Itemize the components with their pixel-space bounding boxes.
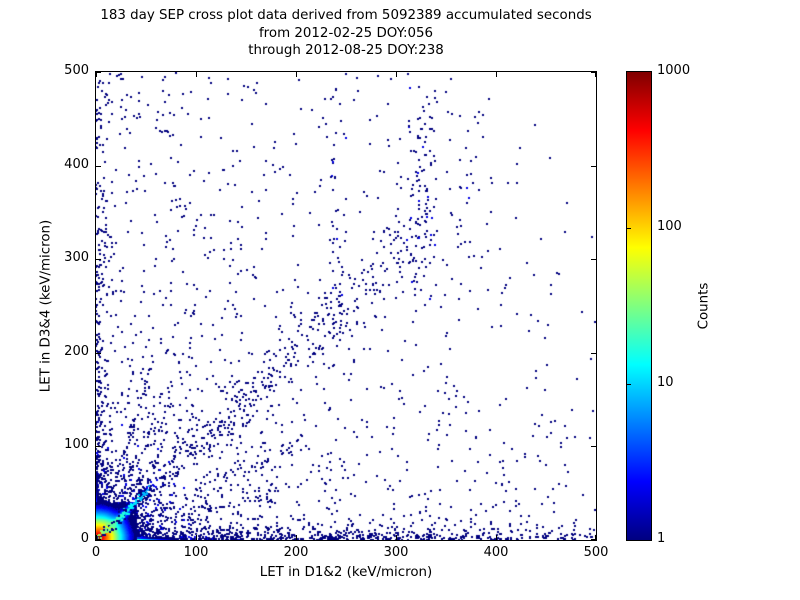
y-tick-label: 0 [80,531,89,546]
colorbar-tick-label: 100 [657,219,682,234]
y-tick-label: 500 [64,63,89,78]
x-tick-label: 200 [283,545,309,560]
colorbar-tick-mark [627,228,631,229]
x-axis-label: LET in D1&2 (keV/micron) [259,565,433,580]
tick-mark [96,353,101,354]
tick-mark [96,535,97,540]
tick-mark [296,535,297,540]
tick-mark [96,166,101,167]
y-axis-label: LET in D3&4 (keV/micron) [38,219,54,393]
colorbar [626,71,652,541]
tick-mark [196,535,197,540]
y-tick-label: 300 [64,250,89,266]
tick-mark [595,72,596,77]
tick-mark [591,166,596,167]
tick-mark [591,539,596,540]
tick-mark [591,259,596,260]
colorbar-tick-label: 1 [657,531,666,546]
tick-mark [196,72,197,77]
x-tick-label: 100 [183,545,209,560]
plot-area [95,71,597,541]
x-tick-label: 400 [483,545,509,560]
tick-mark [96,446,101,447]
tick-mark [496,72,497,77]
tick-mark [595,535,596,540]
tick-mark [396,72,397,77]
colorbar-tick-mark [627,384,631,385]
x-tick-label: 300 [383,545,409,560]
tick-mark [96,72,101,73]
plot-title: 183 day SEP cross plot data derived from… [95,7,597,60]
tick-mark [591,446,596,447]
plot-title-line-2: from 2012-02-25 DOY:056 [258,25,434,41]
scatter-canvas [96,72,596,540]
colorbar-tick-label: 1000 [657,63,691,78]
plot-title-line-1: 183 day SEP cross plot data derived from… [100,8,592,23]
x-tick-label: 500 [583,545,609,560]
tick-mark [96,72,97,77]
y-tick-label: 100 [64,437,89,453]
tick-mark [96,539,101,540]
tick-mark [591,353,596,354]
y-tick-label: 200 [64,343,89,359]
colorbar-tick-label: 10 [657,375,674,390]
tick-mark [496,535,497,540]
y-tick-label: 400 [64,156,89,172]
tick-mark [396,535,397,540]
tick-mark [96,259,101,260]
x-tick-label: 0 [91,545,101,560]
colorbar-label: Counts [696,282,712,330]
tick-mark [591,72,596,73]
plot-title-line-3: through 2012-08-25 DOY:238 [248,43,444,58]
tick-mark [296,72,297,77]
